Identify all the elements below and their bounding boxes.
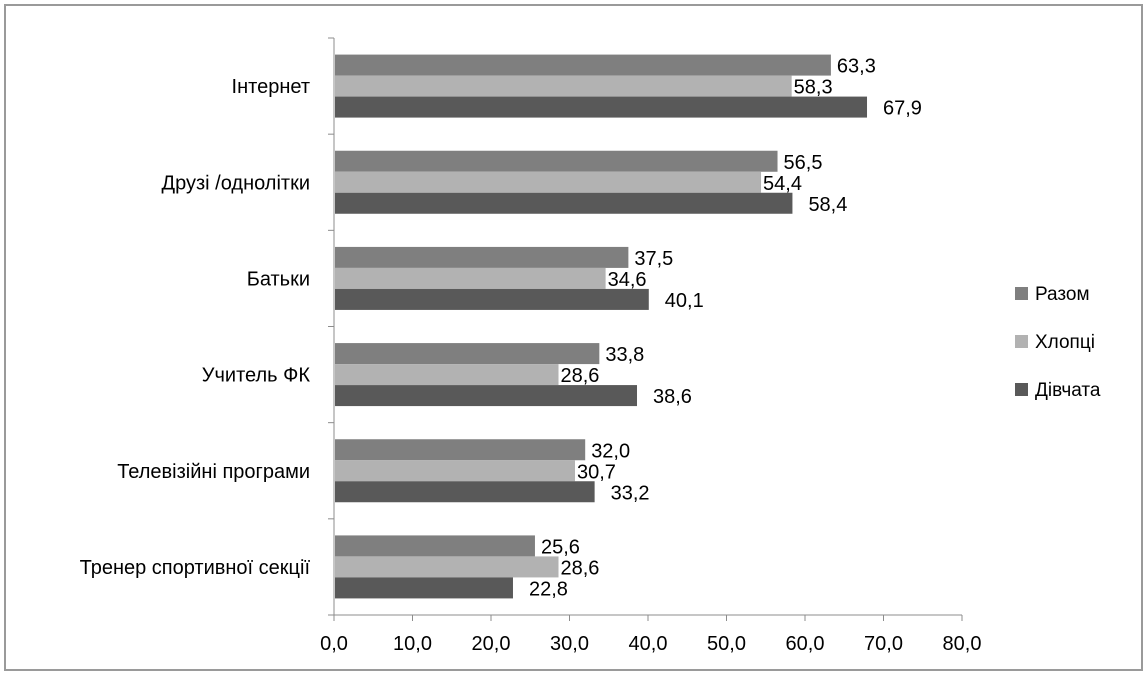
bar — [335, 385, 638, 407]
category-label: Тренер спортивної секції — [80, 557, 311, 579]
bar — [335, 171, 762, 193]
category-label: Батьки — [247, 268, 310, 290]
bar — [335, 246, 629, 268]
data-label: 58,4 — [808, 194, 847, 216]
data-label: 38,6 — [653, 386, 692, 408]
bar — [335, 150, 778, 172]
data-label: 63,3 — [837, 56, 876, 78]
bar — [335, 535, 535, 557]
data-label: 28,6 — [561, 557, 600, 579]
legend-swatch — [1015, 335, 1028, 348]
legend-label: Дівчата — [1035, 380, 1101, 401]
bar — [335, 54, 831, 76]
data-label: 67,9 — [883, 98, 922, 120]
data-label: 56,5 — [784, 152, 823, 174]
bar — [335, 343, 600, 365]
x-tick-label: 20,0 — [472, 633, 511, 655]
data-label: 40,1 — [665, 290, 704, 312]
x-tick-label: 30,0 — [550, 633, 589, 655]
category-label: Учитель ФК — [202, 365, 311, 387]
bar — [335, 75, 792, 97]
category-label: Телевізійні програми — [117, 461, 310, 483]
legend-label: Разом — [1035, 284, 1090, 305]
data-label: 30,7 — [577, 461, 616, 483]
bar — [335, 439, 586, 461]
bar — [335, 267, 606, 289]
labels-layer: 0,0 10,0 20,0 30,0 40,0 50,0 60,0 70,0 80,0 Інтер… — [80, 56, 982, 655]
x-tick-label: 10,0 — [393, 633, 432, 655]
x-tick-label: 0,0 — [320, 633, 348, 655]
x-tick-label: 40,0 — [629, 633, 668, 655]
bar — [335, 364, 559, 386]
axes-layer — [328, 37, 963, 621]
data-label: 54,4 — [763, 173, 802, 195]
data-label: 32,0 — [591, 440, 630, 462]
x-tick-label: 60,0 — [786, 633, 825, 655]
x-tick-label: 50,0 — [707, 633, 746, 655]
bar — [335, 577, 513, 599]
x-tick-label: 70,0 — [864, 633, 903, 655]
x-tick-label: 80,0 — [943, 633, 982, 655]
legend-label: Хлопці — [1035, 332, 1095, 353]
bar — [335, 288, 649, 310]
legend: Разом Хлопці Дівчата — [1015, 284, 1101, 401]
data-label: 28,6 — [561, 365, 600, 387]
data-label: 25,6 — [541, 536, 580, 558]
data-label: 58,3 — [794, 77, 833, 99]
legend-swatch — [1015, 383, 1028, 396]
bar — [335, 556, 559, 578]
bar — [335, 96, 868, 118]
data-label: 22,8 — [529, 578, 568, 600]
bar — [335, 460, 575, 482]
legend-swatch — [1015, 287, 1028, 300]
bars-layer — [335, 54, 868, 599]
category-label: Інтернет — [232, 76, 310, 98]
data-label: 33,8 — [605, 344, 644, 366]
data-label: 33,2 — [611, 482, 650, 504]
bar — [335, 481, 595, 503]
data-label: 34,6 — [608, 269, 647, 291]
bar — [335, 192, 793, 214]
data-label: 37,5 — [634, 248, 673, 270]
category-label: Друзі /однолітки — [162, 172, 310, 194]
